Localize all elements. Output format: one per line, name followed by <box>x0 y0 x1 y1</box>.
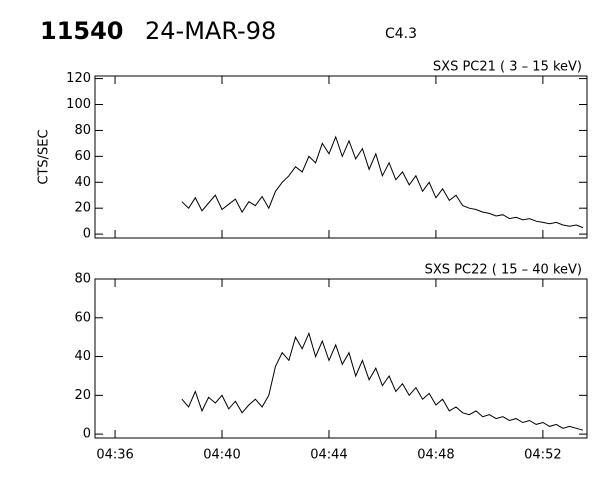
y-axis-label: CTS/SEC <box>37 129 52 184</box>
flare-class: C4.3 <box>385 26 417 42</box>
y-tick-label: 100 <box>66 97 91 112</box>
event-id: 11540 <box>40 17 124 45</box>
y-tick-label: 0 <box>83 227 91 242</box>
y-tick-label: 0 <box>83 427 91 442</box>
data-line <box>181 135 584 229</box>
event-date: 24-MAR-98 <box>145 17 276 45</box>
y-tick-label: 120 <box>66 71 91 86</box>
y-tick-label: 80 <box>74 123 91 138</box>
y-tick-label: 60 <box>74 149 91 164</box>
x-tick-label: 04:44 <box>310 448 347 463</box>
plot-frame <box>94 75 588 239</box>
plot-frame <box>94 278 588 439</box>
x-tick-label: 04:40 <box>203 448 240 463</box>
y-tick-label: 20 <box>74 388 91 403</box>
x-tick-label: 04:36 <box>96 448 133 463</box>
y-tick-label: 60 <box>74 310 91 325</box>
y-tick-label: 40 <box>74 175 91 190</box>
x-tick-label: 04:48 <box>417 448 454 463</box>
panel-title: SXS PC22 ( 15 – 40 keV) <box>425 263 582 278</box>
panel-title: SXS PC21 ( 3 – 15 keV) <box>433 60 582 75</box>
x-tick-label: 04:52 <box>524 448 561 463</box>
y-tick-label: 40 <box>74 349 91 364</box>
y-tick-label: 20 <box>74 201 91 216</box>
data-line <box>181 331 584 431</box>
y-tick-label: 80 <box>74 272 91 287</box>
